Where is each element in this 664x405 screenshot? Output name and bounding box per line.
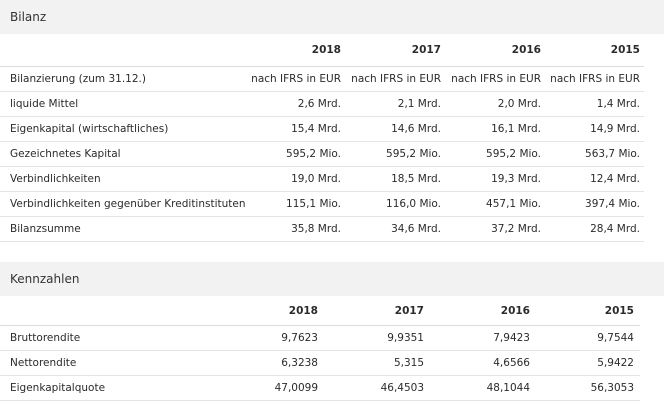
row-label: Bilanzierung (zum 31.12.) bbox=[0, 66, 246, 92]
table-row: Verbindlichkeiten 19,0 Mrd. 18,5 Mrd. 19… bbox=[0, 166, 644, 192]
cell-value: 12,4 Mrd. bbox=[545, 166, 644, 192]
table-row: Eigenkapitalquote 47,0099 46,4503 48,104… bbox=[0, 375, 640, 401]
kennzahlen-section: Kennzahlen 2018 2017 2016 2015 Bruttoren… bbox=[0, 262, 664, 401]
kennzahlen-header-blank bbox=[0, 296, 154, 326]
cell-value: 397,4 Mio. bbox=[545, 191, 644, 217]
bilanz-section: Bilanz 2018 2017 2016 2015 Bilanzierung … bbox=[0, 0, 664, 242]
cell-value: 595,2 Mio. bbox=[345, 141, 445, 167]
table-row: Bilanzsumme 35,8 Mrd. 34,6 Mrd. 37,2 Mrd… bbox=[0, 216, 644, 242]
cell-value: 46,4503 bbox=[324, 375, 430, 401]
cell-value: 9,7544 bbox=[536, 325, 640, 351]
row-label: Gezeichnetes Kapital bbox=[0, 141, 246, 167]
bilanz-table: 2018 2017 2016 2015 Bilanzierung (zum 31… bbox=[0, 34, 644, 242]
row-label: liquide Mittel bbox=[0, 91, 246, 117]
kennzahlen-year-2015: 2015 bbox=[536, 296, 640, 326]
cell-value: 19,0 Mrd. bbox=[246, 166, 345, 192]
cell-value: 6,3238 bbox=[154, 350, 324, 376]
row-label: Eigenkapitalquote bbox=[0, 375, 154, 401]
table-row: Gezeichnetes Kapital 595,2 Mio. 595,2 Mi… bbox=[0, 141, 644, 167]
cell-value: 9,9351 bbox=[324, 325, 430, 351]
cell-value: nach IFRS in EUR bbox=[445, 66, 545, 92]
cell-value: 5,9422 bbox=[536, 350, 640, 376]
cell-value: 9,7623 bbox=[154, 325, 324, 351]
cell-value: 14,6 Mrd. bbox=[345, 116, 445, 142]
row-label: Eigenkapital (wirtschaftliches) bbox=[0, 116, 246, 142]
row-label: Bilanzsumme bbox=[0, 216, 246, 242]
row-label: Verbindlichkeiten bbox=[0, 166, 246, 192]
cell-value: 2,1 Mrd. bbox=[345, 91, 445, 117]
cell-value: 19,3 Mrd. bbox=[445, 166, 545, 192]
cell-value: 15,4 Mrd. bbox=[246, 116, 345, 142]
cell-value: 7,9423 bbox=[430, 325, 536, 351]
cell-value: 47,0099 bbox=[154, 375, 324, 401]
cell-value: 595,2 Mio. bbox=[246, 141, 345, 167]
table-row: Verbindlichkeiten gegenüber Kreditinstit… bbox=[0, 191, 644, 217]
bilanz-year-2016: 2016 bbox=[445, 34, 545, 67]
section-gap bbox=[0, 242, 664, 262]
cell-value: 37,2 Mrd. bbox=[445, 216, 545, 242]
cell-value: 28,4 Mrd. bbox=[545, 216, 644, 242]
cell-value: 4,6566 bbox=[430, 350, 536, 376]
cell-value: 48,1044 bbox=[430, 375, 536, 401]
bilanz-year-2018: 2018 bbox=[246, 34, 345, 67]
table-row: Bilanzierung (zum 31.12.) nach IFRS in E… bbox=[0, 66, 644, 92]
cell-value: 16,1 Mrd. bbox=[445, 116, 545, 142]
table-row: Nettorendite 6,3238 5,315 4,6566 5,9422 bbox=[0, 350, 640, 376]
bilanz-title: Bilanz bbox=[0, 0, 664, 34]
row-label: Bruttorendite bbox=[0, 325, 154, 351]
row-label: Verbindlichkeiten gegenüber Kreditinstit… bbox=[0, 191, 246, 217]
kennzahlen-year-header-row: 2018 2017 2016 2015 bbox=[0, 296, 640, 326]
bilanz-year-2015: 2015 bbox=[545, 34, 644, 67]
row-label: Nettorendite bbox=[0, 350, 154, 376]
cell-value: 5,315 bbox=[324, 350, 430, 376]
cell-value: nach IFRS in EUR bbox=[545, 66, 644, 92]
cell-value: 1,4 Mrd. bbox=[545, 91, 644, 117]
cell-value: 18,5 Mrd. bbox=[345, 166, 445, 192]
table-row: Bruttorendite 9,7623 9,9351 7,9423 9,754… bbox=[0, 325, 640, 351]
cell-value: 2,6 Mrd. bbox=[246, 91, 345, 117]
cell-value: nach IFRS in EUR bbox=[246, 66, 345, 92]
cell-value: 34,6 Mrd. bbox=[345, 216, 445, 242]
table-row: liquide Mittel 2,6 Mrd. 2,1 Mrd. 2,0 Mrd… bbox=[0, 91, 644, 117]
kennzahlen-year-2018: 2018 bbox=[154, 296, 324, 326]
bilanz-year-2017: 2017 bbox=[345, 34, 445, 67]
cell-value: 56,3053 bbox=[536, 375, 640, 401]
bilanz-year-header-row: 2018 2017 2016 2015 bbox=[0, 34, 644, 67]
cell-value: 2,0 Mrd. bbox=[445, 91, 545, 117]
kennzahlen-title: Kennzahlen bbox=[0, 262, 664, 296]
table-row: Eigenkapital (wirtschaftliches) 15,4 Mrd… bbox=[0, 116, 644, 142]
cell-value: 563,7 Mio. bbox=[545, 141, 644, 167]
cell-value: nach IFRS in EUR bbox=[345, 66, 445, 92]
cell-value: 35,8 Mrd. bbox=[246, 216, 345, 242]
cell-value: 595,2 Mio. bbox=[445, 141, 545, 167]
cell-value: 116,0 Mio. bbox=[345, 191, 445, 217]
cell-value: 457,1 Mio. bbox=[445, 191, 545, 217]
bilanz-header-blank bbox=[0, 34, 246, 67]
cell-value: 115,1 Mio. bbox=[246, 191, 345, 217]
kennzahlen-table: 2018 2017 2016 2015 Bruttorendite 9,7623… bbox=[0, 296, 640, 401]
kennzahlen-year-2016: 2016 bbox=[430, 296, 536, 326]
cell-value: 14,9 Mrd. bbox=[545, 116, 644, 142]
kennzahlen-year-2017: 2017 bbox=[324, 296, 430, 326]
